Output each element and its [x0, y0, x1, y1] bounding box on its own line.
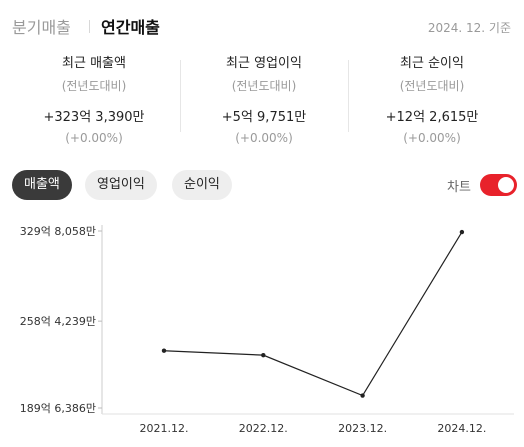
stat-net-income: 최근 순이익 (전년도대비) +12억 2,615만 (+0.00%)	[348, 52, 516, 145]
chart-toggle-label: 차트	[447, 180, 471, 195]
x-tick-label: 2023.12.	[338, 422, 387, 435]
tab-quarterly-sales[interactable]: 분기매출	[12, 18, 71, 37]
x-tick-label: 2021.12.	[140, 422, 189, 435]
chart-toggle-switch[interactable]	[480, 174, 517, 196]
y-tick-label: 329억 8,058만	[20, 225, 96, 238]
stat-divider	[348, 60, 349, 132]
stat-revenue-sub: (전년도대비)	[61, 79, 127, 93]
data-point[interactable]	[459, 229, 465, 235]
x-tick-label: 2024.12.	[437, 422, 486, 435]
data-point[interactable]	[261, 352, 266, 358]
y-tick-label: 258억 4,239만	[20, 315, 96, 328]
stat-operating-profit-value: +5억 9,751만	[221, 110, 307, 125]
tab-divider	[89, 20, 90, 33]
stat-operating-profit-pct: (+0.00%)	[235, 131, 293, 145]
stat-divider	[180, 60, 181, 132]
metric-filter-bar: 매출액 영업이익 순이익 차트	[0, 170, 524, 202]
stat-revenue-pct: (+0.00%)	[65, 131, 123, 145]
chip-net-income[interactable]: 순이익	[172, 170, 232, 200]
stat-net-income-pct: (+0.00%)	[403, 131, 461, 145]
y-tick-label: 189억 6,386만	[20, 402, 96, 415]
stat-operating-profit-title: 최근 영업이익	[226, 56, 302, 71]
reference-date: 2024. 12. 기준	[427, 21, 511, 35]
stat-operating-profit-sub: (전년도대비)	[231, 79, 297, 93]
header: 분기매출 연간매출 2024. 12. 기준	[0, 0, 524, 52]
stat-revenue-title: 최근 매출액	[62, 56, 126, 71]
data-point[interactable]	[360, 393, 365, 398]
stat-revenue: 최근 매출액 (전년도대비) +323억 3,390만 (+0.00%)	[10, 52, 178, 145]
stat-net-income-sub: (전년도대비)	[399, 79, 465, 93]
data-point[interactable]	[161, 348, 167, 353]
stat-operating-profit: 최근 영업이익 (전년도대비) +5억 9,751만 (+0.00%)	[180, 52, 348, 145]
stat-net-income-title: 최근 순이익	[400, 56, 464, 71]
series-line	[163, 231, 463, 397]
tab-annual-sales[interactable]: 연간매출	[101, 18, 160, 37]
stat-net-income-value: +12억 2,615만	[385, 110, 479, 125]
toggle-knob	[498, 177, 514, 193]
stat-revenue-value: +323억 3,390만	[43, 110, 145, 125]
chip-revenue[interactable]: 매출액	[12, 170, 72, 200]
revenue-line-chart: 189억 6,386만 258억 4,239만 329억 8,058만 2021.12…	[20, 225, 514, 435]
chip-operating-profit[interactable]: 영업이익	[85, 170, 157, 200]
x-tick-label: 2022.12.	[239, 422, 288, 435]
stats-summary: 최근 매출액 (전년도대비) +323억 3,390만 (+0.00%) 최근 …	[0, 52, 524, 145]
